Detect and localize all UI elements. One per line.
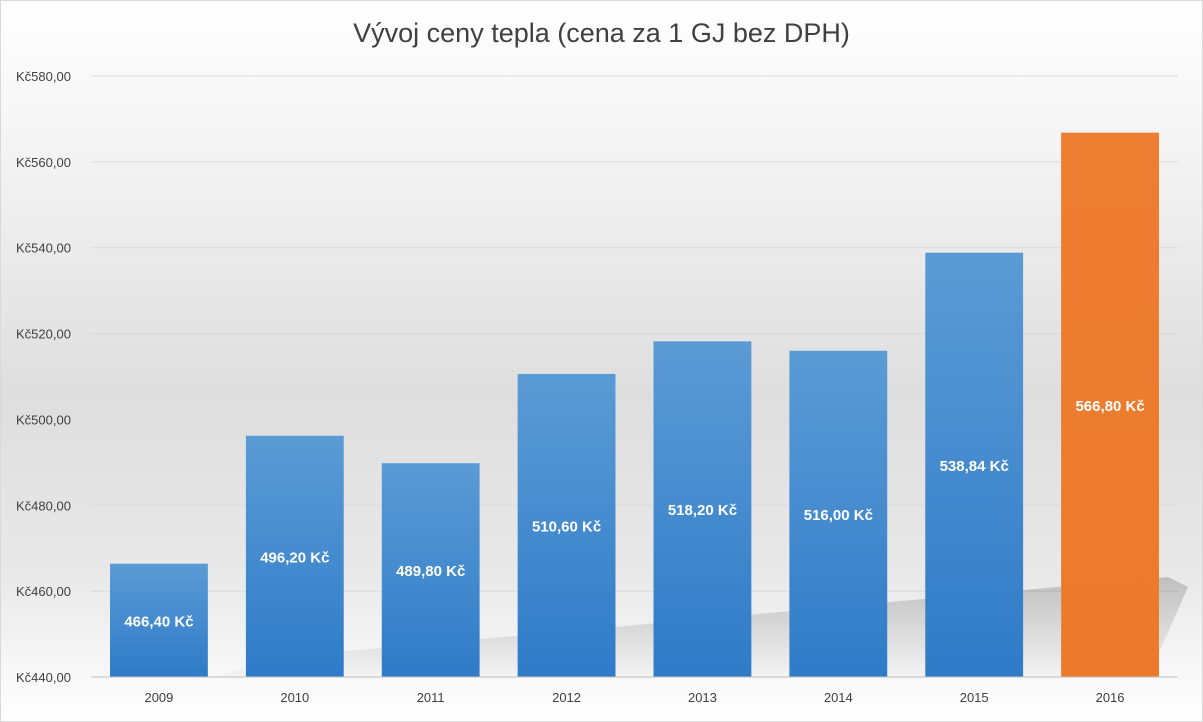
bar-2014	[789, 350, 888, 677]
y-tick-label: Kč440,00	[16, 670, 71, 685]
bar-2016	[1061, 132, 1159, 677]
x-tick-label: 2009	[144, 690, 173, 705]
data-label: 566,80 Kč	[1075, 398, 1144, 415]
x-tick-label: 2015	[960, 690, 989, 705]
x-tick-label: 2011	[417, 690, 445, 705]
bar-2012	[517, 373, 616, 677]
data-label: 538,84 Kč	[940, 458, 1009, 475]
y-tick-label: Kč480,00	[16, 498, 71, 513]
bar-2011	[381, 463, 480, 677]
data-label: 496,20 Kč	[260, 549, 329, 566]
bar-2015	[925, 252, 1024, 677]
bar-2009	[110, 563, 208, 677]
data-label: 516,00 Kč	[804, 507, 873, 524]
bar-2010	[245, 435, 344, 677]
x-tick-label: 2012	[552, 690, 581, 705]
x-tick-label: 2016	[1096, 690, 1125, 705]
axis-layer: Kč440,00 Kč460,00 Kč480,00 Kč500,00 Kč520,00…	[16, 69, 1178, 705]
x-tick-label: 2014	[824, 690, 853, 705]
y-tick-label: Kč460,00	[16, 584, 71, 599]
x-tick-label: 2013	[688, 690, 717, 705]
data-label: 518,20 Kč	[668, 502, 737, 519]
data-label: 466,40 Kč	[124, 613, 193, 630]
y-tick-label: Kč540,00	[16, 241, 71, 256]
data-label: 489,80 Kč	[396, 563, 465, 580]
y-tick-label: Kč580,00	[16, 69, 71, 84]
label-layer: 466,40 Kč 496,20 Kč 489,80 Kč 510,60 Kč 518,…	[124, 398, 1144, 631]
y-tick-label: Kč560,00	[16, 155, 71, 170]
y-tick-label: Kč520,00	[16, 327, 71, 342]
x-tick-label: 2010	[280, 690, 309, 705]
chart-title: Vývoj ceny tepla (cena za 1 GJ bez DPH)	[353, 18, 850, 48]
data-label: 510,60 Kč	[532, 518, 601, 535]
bar-2013	[653, 341, 752, 677]
bar-layer	[110, 132, 1159, 677]
y-tick-label: Kč500,00	[16, 412, 71, 427]
